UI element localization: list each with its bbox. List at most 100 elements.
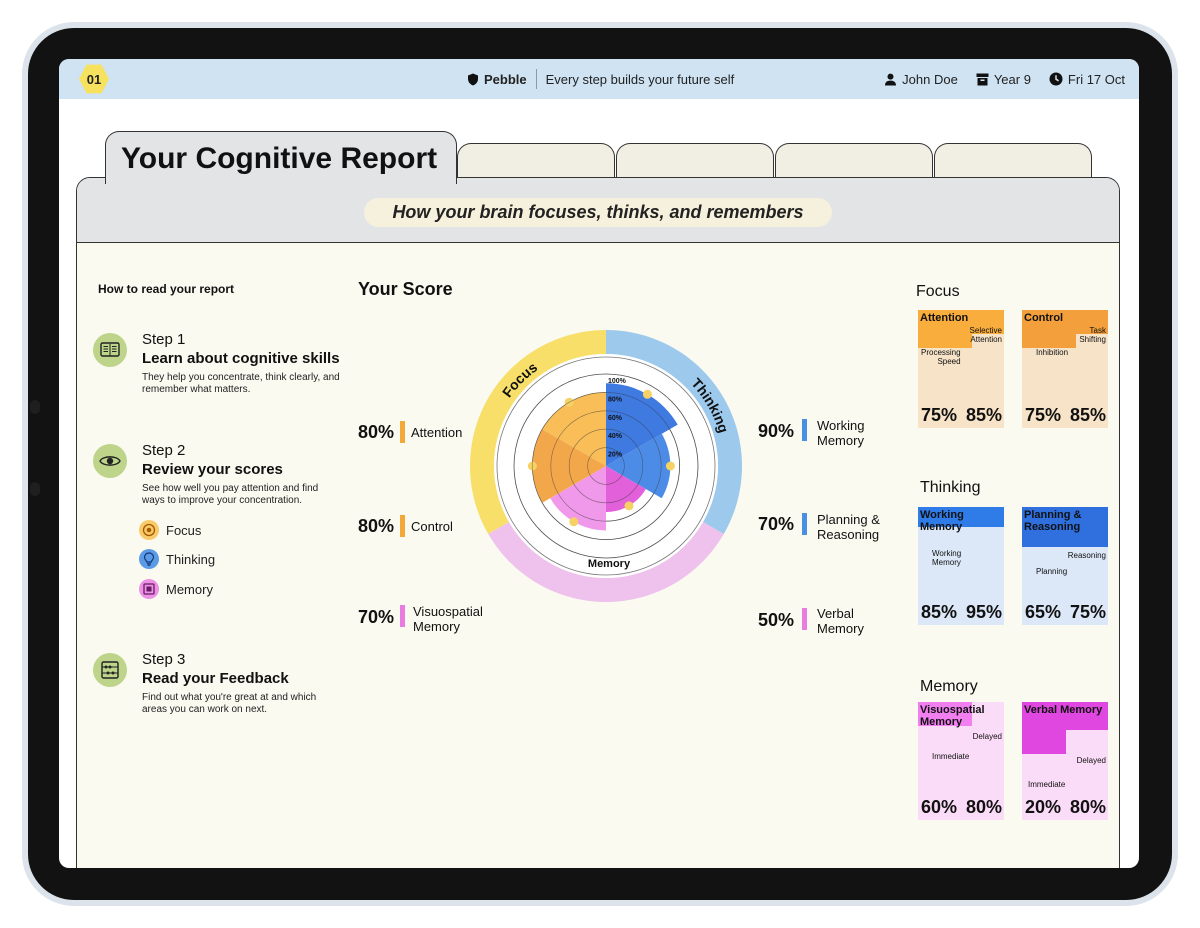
score-label: Planning & Reasoning (817, 512, 880, 542)
skill-card[interactable]: Attention Selective Attention Processing S… (918, 310, 1004, 428)
radar-wedge (606, 466, 646, 512)
legend-label: Memory (166, 581, 213, 597)
step-title: Read your Feedback (142, 670, 289, 687)
step-description: They help you concentrate, think clearly… (142, 372, 340, 395)
card-title: Visuospatial Memory (920, 704, 985, 728)
radar-point (569, 517, 579, 527)
step-icon-badge (93, 653, 127, 687)
radar-point (642, 389, 652, 399)
card-fill (918, 702, 972, 726)
legend-thinking: Thinking (139, 549, 215, 569)
score-percent: 80% (358, 516, 395, 536)
score-percent: 90% (758, 421, 795, 441)
step-description: See how well you pay attention and find … (142, 483, 319, 506)
ring-label: 80% (608, 396, 623, 403)
legend-focus: Focus (139, 520, 201, 540)
score-label: Attention (411, 425, 463, 440)
tab-blank[interactable] (775, 143, 933, 182)
card-title: Planning & Reasoning (1024, 509, 1082, 533)
score-bar (400, 605, 405, 627)
score-percent: 70% (358, 607, 395, 627)
tab-cognitive-report[interactable]: Your Cognitive Report (105, 131, 457, 184)
score-label: Visuospatial Memory (413, 604, 483, 634)
report-subtitle: How your brain focuses, thinks, and reme… (364, 198, 832, 227)
score-percent: 70% (758, 514, 795, 534)
ring-label: 60% (608, 415, 623, 422)
brand-name: Pebble (484, 71, 527, 87)
step-icon-badge (93, 444, 127, 478)
step-label: Step 2 (142, 442, 186, 459)
lightbulb-icon (143, 552, 155, 566)
tab-blank[interactable] (457, 143, 615, 182)
skill-card[interactable]: Verbal Memory Delayed Immediate 20% 80% (1022, 702, 1108, 820)
score-bar (400, 515, 405, 537)
radar-point (624, 501, 634, 511)
user-icon (885, 73, 897, 85)
group-label-memory: Memory (588, 558, 631, 570)
ring-label: 40% (608, 433, 623, 440)
target-icon (142, 523, 156, 537)
sub-skill-label: Immediate (1028, 780, 1066, 789)
score-value: 75% (1025, 405, 1062, 425)
score-value: 85% (921, 602, 958, 622)
skill-card[interactable]: Planning & Reasoning Reasoning Planning 65%… (1022, 507, 1108, 625)
score-heading: Your Score (358, 279, 453, 299)
step-label: Step 3 (142, 651, 186, 668)
score-value: 75% (921, 405, 958, 425)
radar-point (665, 461, 675, 471)
skill-card[interactable]: Visuospatial Memory Delayed Immediate 60% 80… (918, 702, 1004, 820)
score-value: 60% (921, 797, 958, 817)
group-ring-thinking (606, 330, 742, 534)
sub-skill-label: Delayed (972, 732, 1002, 741)
user-name: John Doe (902, 71, 958, 87)
group-title: Thinking (920, 479, 981, 496)
report-title: Your Cognitive Report (121, 142, 438, 175)
sub-skill-label: Planning (1036, 567, 1068, 576)
radar-wedge (542, 392, 606, 466)
sub-skill-label: Immediate (932, 752, 970, 761)
score-value: 65% (1025, 602, 1062, 622)
side-button (30, 400, 40, 414)
card-fill (918, 310, 1004, 334)
group-title: Memory (920, 678, 978, 695)
step-title: Review your scores (142, 461, 283, 478)
card-title: Control (1024, 312, 1064, 324)
user-menu[interactable]: John Doe (884, 72, 958, 87)
step-label: Step 1 (142, 331, 186, 348)
shield-icon (468, 73, 478, 85)
step-title: Learn about cognitive skills (142, 350, 340, 367)
score-value: 85% (1069, 405, 1106, 425)
step-description: Find out what you're great at and which … (142, 692, 317, 715)
skill-card[interactable]: Control Task Shifting Inhibition 75% 85% (1022, 310, 1108, 428)
year-label: Year 9 (993, 71, 1031, 87)
grid-ring-overlay (568, 428, 644, 504)
skill-card[interactable]: Working Memory Working Memory 85% 95% (918, 507, 1004, 625)
sub-skill-label: Working Memory (932, 549, 962, 567)
sub-skill-label: Processing Speed (921, 348, 961, 366)
radar-wedge (606, 383, 678, 466)
grid-ring-overlay (550, 410, 662, 522)
ring-label: 100% (608, 378, 627, 385)
app-screen: 01 Pebble Every step builds your future … (59, 59, 1139, 868)
legend-label: Thinking (166, 551, 216, 567)
radar-wedge (550, 466, 606, 531)
sub-skill-label: Reasoning (1067, 551, 1106, 560)
date-indicator: Fri 17 Oct (1049, 72, 1125, 87)
score-bar (802, 513, 807, 535)
sub-skill-label: Task Shifting (1079, 326, 1106, 344)
divider (535, 69, 537, 89)
report-panel: How your brain focuses, thinks, and reme… (76, 177, 1120, 868)
card-fill (1022, 702, 1108, 730)
memory-icon (143, 583, 155, 595)
guide-heading: How to read your report (98, 282, 235, 296)
tab-blank[interactable] (616, 143, 774, 182)
card-title: Attention (920, 312, 969, 324)
grid-ring-overlay (587, 447, 625, 485)
score-bar (802, 419, 807, 441)
score-label: Working Memory (817, 418, 865, 448)
brand: Pebble Every step builds your future sel… (467, 59, 734, 99)
tab-blank[interactable] (934, 143, 1092, 182)
date-label: Fri 17 Oct (1067, 71, 1125, 87)
score-percent: 80% (358, 422, 395, 442)
